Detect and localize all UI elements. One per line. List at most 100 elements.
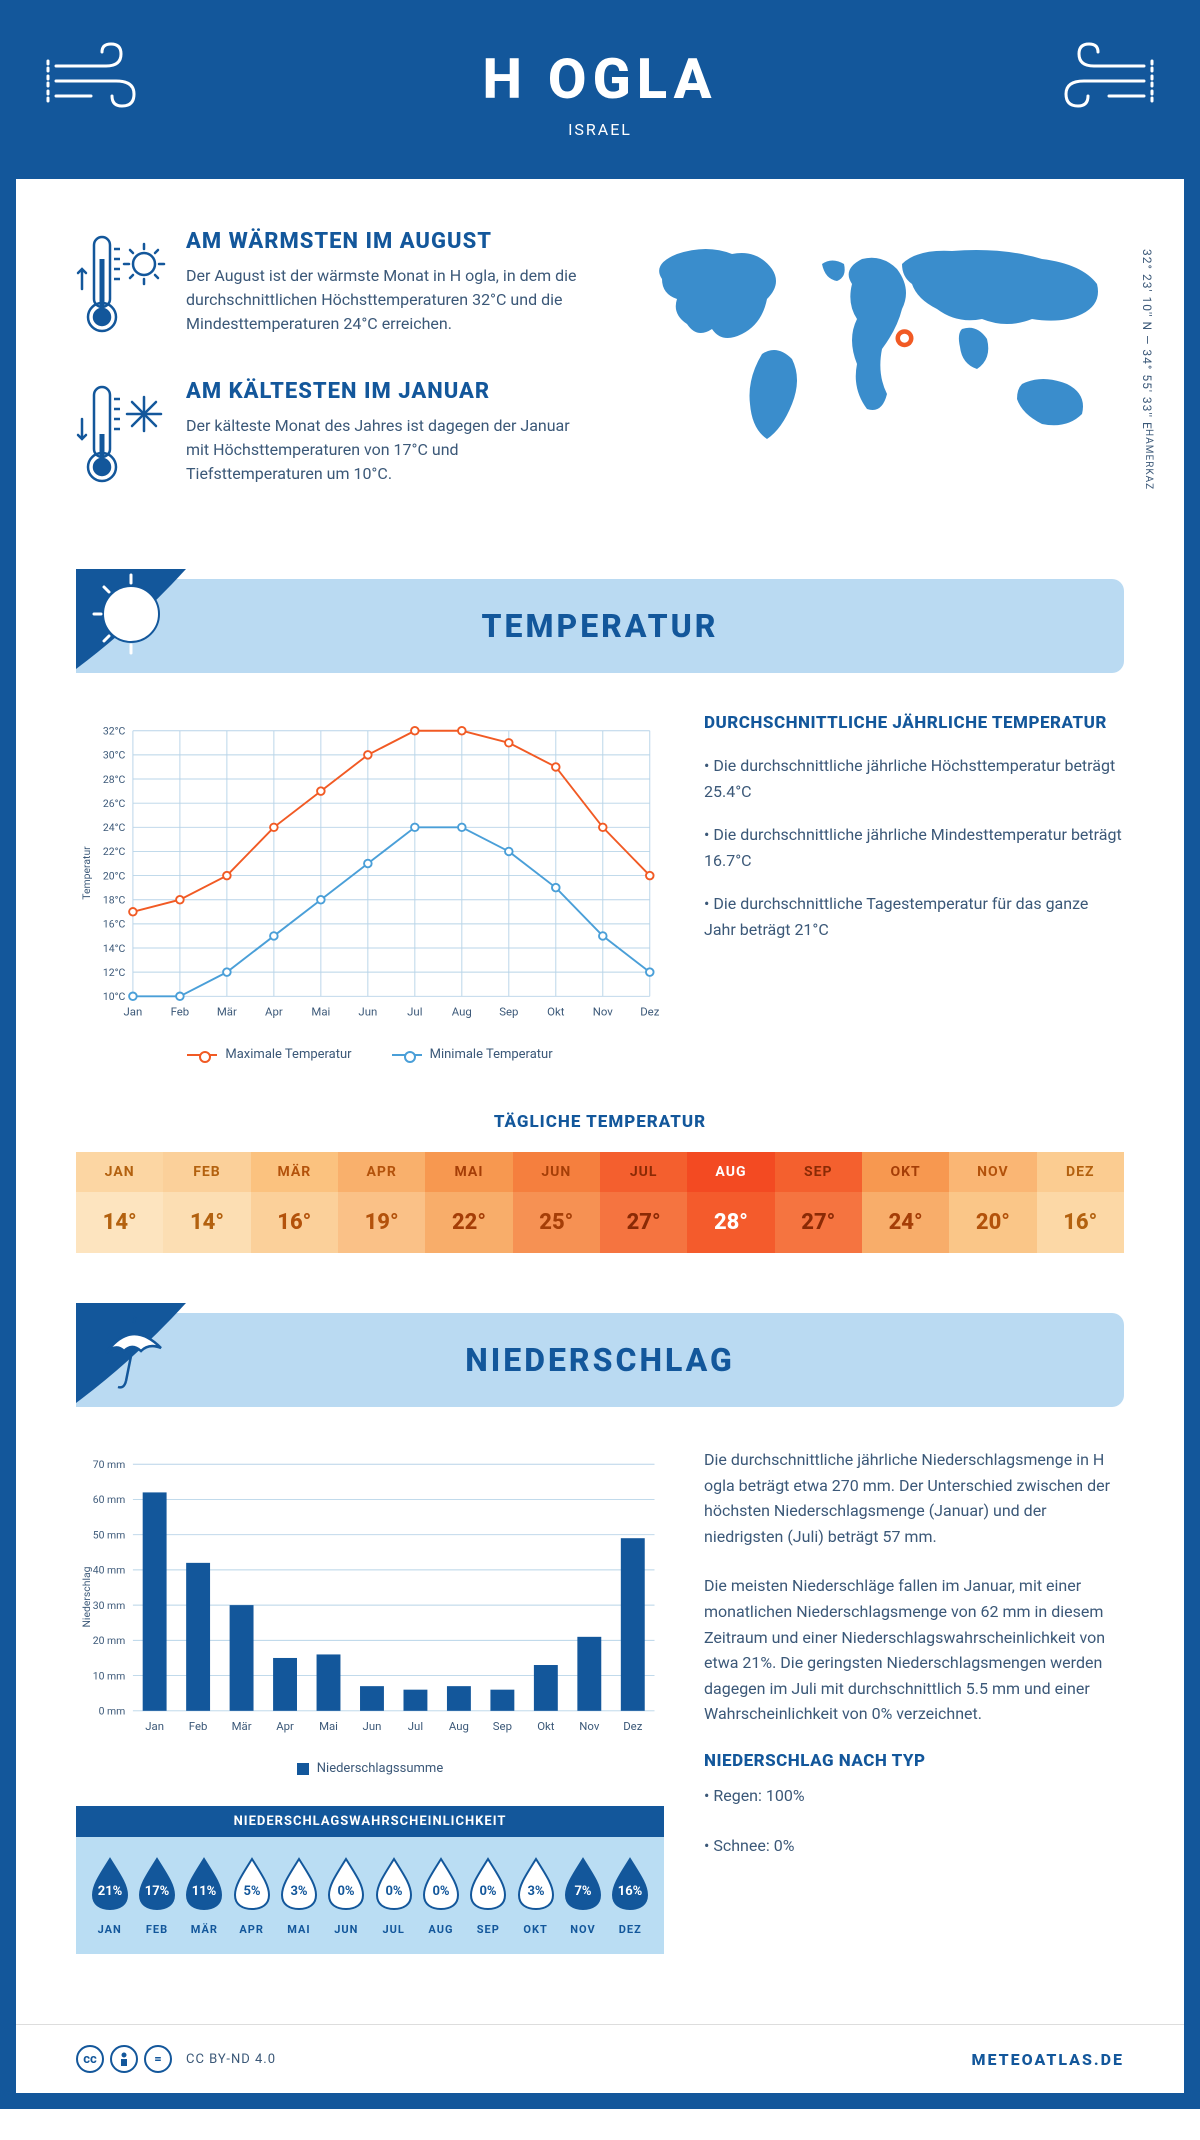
warmest-title: AM WÄRMSTEN IM AUGUST bbox=[186, 229, 580, 254]
svg-text:Nov: Nov bbox=[579, 1719, 600, 1733]
region-label: HAMERKAZ bbox=[1143, 429, 1154, 490]
svg-text:0%: 0% bbox=[338, 1884, 355, 1899]
thermometer-hot-icon bbox=[76, 229, 166, 339]
temp-section-title: TEMPERATUR bbox=[76, 607, 1124, 645]
coldest-block: AM KÄLTESTEN IM JANUAR Der kälteste Mona… bbox=[76, 379, 580, 489]
raindrop-icon: 17% bbox=[135, 1855, 179, 1911]
svg-text:0%: 0% bbox=[480, 1884, 497, 1899]
svg-text:Okt: Okt bbox=[547, 1004, 565, 1018]
location-panel: 32° 23' 10'' N — 34° 55' 33'' E HAMERKAZ bbox=[620, 229, 1124, 529]
precip-type-title: NIEDERSCHLAG NACH TYP bbox=[704, 1751, 1124, 1771]
svg-text:3%: 3% bbox=[527, 1884, 544, 1899]
svg-text:3%: 3% bbox=[290, 1884, 307, 1899]
svg-text:40 mm: 40 mm bbox=[93, 1564, 126, 1577]
svg-text:Jun: Jun bbox=[363, 1719, 382, 1733]
svg-text:5%: 5% bbox=[243, 1884, 260, 1899]
svg-text:32°C: 32°C bbox=[103, 725, 126, 738]
precip-para-2: Die meisten Niederschläge fallen im Janu… bbox=[704, 1573, 1124, 1727]
svg-text:Mär: Mär bbox=[217, 1004, 237, 1018]
daily-cell: SEP27° bbox=[775, 1152, 862, 1253]
daily-cell: JUN25° bbox=[513, 1152, 600, 1253]
svg-text:Aug: Aug bbox=[452, 1004, 472, 1018]
svg-text:30°C: 30°C bbox=[103, 749, 126, 762]
wind-icon-right bbox=[1044, 36, 1154, 126]
page-footer: cc = CC BY-ND 4.0 METEOATLAS.DE bbox=[16, 2024, 1184, 2093]
daily-cell: MAI22° bbox=[425, 1152, 512, 1253]
precip-text: Die durchschnittliche jährliche Niedersc… bbox=[704, 1447, 1124, 1954]
city-title: H OGLA bbox=[76, 46, 1124, 112]
svg-text:Mai: Mai bbox=[319, 1719, 338, 1733]
precip-type-0: • Regen: 100% bbox=[704, 1783, 1124, 1809]
probability-row: 21%JAN17%FEB11%MÄR5%APR3%MAI0%JUN0%JUL0%… bbox=[76, 1837, 664, 1936]
svg-text:12°C: 12°C bbox=[103, 966, 126, 979]
svg-text:17%: 17% bbox=[145, 1884, 170, 1899]
precip-left: 0 mm10 mm20 mm30 mm40 mm50 mm60 mm70 mmN… bbox=[76, 1447, 664, 1954]
svg-text:Jan: Jan bbox=[145, 1719, 164, 1733]
probability-cell: 3%MAI bbox=[275, 1855, 322, 1936]
country-subtitle: ISRAEL bbox=[76, 120, 1124, 139]
temp-line-chart: 10°C12°C14°C16°C18°C20°C22°C24°C26°C28°C… bbox=[76, 713, 664, 1033]
svg-text:Sep: Sep bbox=[493, 1719, 512, 1733]
raindrop-icon: 0% bbox=[466, 1855, 510, 1911]
precip-content: 0 mm10 mm20 mm30 mm40 mm50 mm60 mm70 mmN… bbox=[76, 1447, 1124, 1954]
svg-text:16°C: 16°C bbox=[103, 918, 126, 931]
svg-text:18°C: 18°C bbox=[103, 894, 126, 907]
coordinates-label: 32° 23' 10'' N — 34° 55' 33'' E bbox=[1140, 249, 1154, 430]
svg-text:Sep: Sep bbox=[499, 1004, 518, 1018]
svg-text:Aug: Aug bbox=[449, 1719, 469, 1733]
precip-legend: Niederschlagssumme bbox=[76, 1761, 664, 1776]
precip-legend-item: Niederschlagssumme bbox=[297, 1761, 443, 1776]
svg-text:11%: 11% bbox=[192, 1884, 217, 1899]
daily-temp-table: JAN14°FEB14°MÄR16°APR19°MAI22°JUN25°JUL2… bbox=[76, 1152, 1124, 1253]
svg-text:14°C: 14°C bbox=[103, 942, 126, 955]
svg-text:Jun: Jun bbox=[358, 1004, 377, 1018]
daily-cell: OKT24° bbox=[862, 1152, 949, 1253]
temp-chart-box: 10°C12°C14°C16°C18°C20°C22°C24°C26°C28°C… bbox=[76, 713, 664, 1062]
temp-subtitle: DURCHSCHNITTLICHE JÄHRLICHE TEMPERATUR bbox=[704, 713, 1124, 733]
main-content: AM WÄRMSTEN IM AUGUST Der August ist der… bbox=[16, 179, 1184, 2024]
precip-section-header: NIEDERSCHLAG bbox=[76, 1313, 1124, 1407]
svg-text:Jul: Jul bbox=[407, 1004, 422, 1018]
svg-text:Mai: Mai bbox=[311, 1004, 330, 1018]
probability-cell: 3%OKT bbox=[512, 1855, 559, 1936]
temp-bullet-1: • Die durchschnittliche jährliche Mindes… bbox=[704, 822, 1124, 873]
probability-cell: 7%NOV bbox=[559, 1855, 606, 1936]
brand-text: METEOATLAS.DE bbox=[971, 2050, 1124, 2069]
raindrop-icon: 3% bbox=[514, 1855, 558, 1911]
thermometer-cold-icon bbox=[76, 379, 166, 489]
svg-text:26°C: 26°C bbox=[103, 797, 126, 810]
raindrop-icon: 0% bbox=[372, 1855, 416, 1911]
svg-text:70 mm: 70 mm bbox=[93, 1458, 126, 1471]
sun-section-icon bbox=[76, 569, 206, 679]
temp-summary-text: DURCHSCHNITTLICHE JÄHRLICHE TEMPERATUR •… bbox=[704, 713, 1124, 1062]
svg-text:21%: 21% bbox=[97, 1884, 122, 1899]
world-map bbox=[620, 229, 1124, 489]
by-icon bbox=[110, 2045, 138, 2073]
legend-max-label: Maximale Temperatur bbox=[225, 1047, 351, 1062]
warmest-block: AM WÄRMSTEN IM AUGUST Der August ist der… bbox=[76, 229, 580, 339]
probability-cell: 5%APR bbox=[228, 1855, 275, 1936]
svg-text:0%: 0% bbox=[432, 1884, 449, 1899]
temp-bullet-0: • Die durchschnittliche jährliche Höchst… bbox=[704, 753, 1124, 804]
raindrop-icon: 11% bbox=[182, 1855, 226, 1911]
svg-text:Okt: Okt bbox=[537, 1719, 555, 1733]
svg-text:Niederschlag: Niederschlag bbox=[80, 1566, 93, 1627]
svg-text:Dez: Dez bbox=[640, 1004, 659, 1018]
svg-text:Jan: Jan bbox=[124, 1004, 143, 1018]
nd-icon: = bbox=[144, 2045, 172, 2073]
svg-text:16%: 16% bbox=[618, 1884, 643, 1899]
temp-content: 10°C12°C14°C16°C18°C20°C22°C24°C26°C28°C… bbox=[76, 713, 1124, 1062]
precip-legend-label: Niederschlagssumme bbox=[317, 1761, 443, 1776]
probability-cell: 21%JAN bbox=[86, 1855, 133, 1936]
svg-text:Feb: Feb bbox=[189, 1719, 208, 1733]
svg-text:Dez: Dez bbox=[623, 1719, 642, 1733]
probability-cell: 0%JUL bbox=[370, 1855, 417, 1936]
daily-cell: JAN14° bbox=[76, 1152, 163, 1253]
probability-cell: 0%AUG bbox=[417, 1855, 464, 1936]
probability-cell: 11%MÄR bbox=[181, 1855, 228, 1936]
probability-box: NIEDERSCHLAGSWAHRSCHEINLICHKEIT 21%JAN17… bbox=[76, 1806, 664, 1954]
svg-text:0%: 0% bbox=[385, 1884, 402, 1899]
raindrop-icon: 5% bbox=[230, 1855, 274, 1911]
probability-cell: 16%DEZ bbox=[607, 1855, 654, 1936]
legend-max: Maximale Temperatur bbox=[187, 1047, 351, 1062]
